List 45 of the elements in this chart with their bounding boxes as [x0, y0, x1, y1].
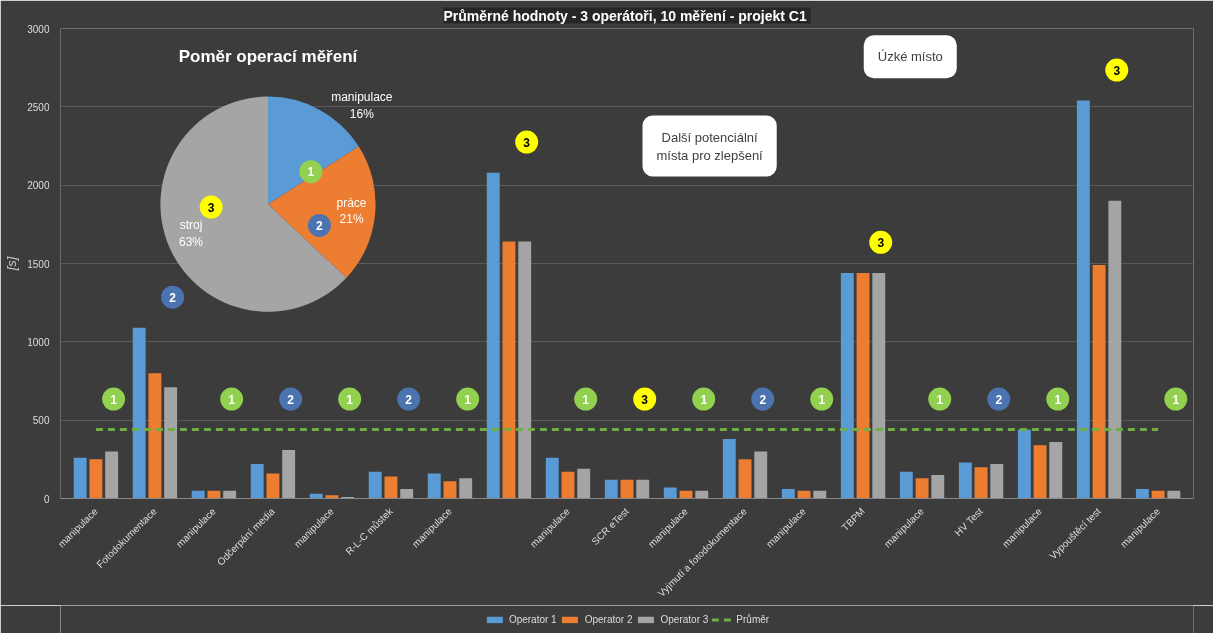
y-tick-label: 500: [32, 415, 50, 427]
legend-label: Operator 3: [660, 613, 709, 625]
annotation: 1: [346, 392, 354, 407]
y-tick-label: 2500: [27, 101, 50, 113]
annotation: 3: [523, 135, 531, 150]
legend-label: Průměr: [736, 613, 770, 625]
annotation: 3: [641, 392, 649, 407]
y-tick-label: 1000: [27, 336, 50, 348]
x-tick-label: HV Test: [952, 505, 985, 539]
data-label: 63%: [178, 234, 204, 249]
y-axis-title: [s]: [4, 256, 20, 272]
annotation: 1: [1054, 392, 1062, 407]
data-label: 21%: [339, 212, 364, 227]
slice-label: stroj: [179, 217, 203, 232]
annotation: 1: [110, 392, 118, 407]
chart-title: Průměrné hodnoty - 3 operátoři, 10 měření - projekt C1: [443, 7, 807, 24]
annotation: 2: [316, 218, 324, 233]
chart-title: Poměr operací měření: [178, 47, 359, 67]
y-tick-label: 2000: [27, 180, 50, 192]
y-tick-label: 1500: [27, 258, 50, 270]
annotation: 3: [207, 200, 215, 215]
annotation: 1: [1172, 392, 1180, 407]
annotation: 1: [582, 392, 590, 407]
annotation: 1: [464, 392, 472, 407]
annotation: 1: [818, 392, 826, 407]
annotation: 3: [877, 235, 885, 250]
annotation: 2: [759, 392, 767, 407]
legend-label: Operator 1: [508, 613, 557, 625]
legend-label: Operator 2: [584, 613, 633, 625]
data-label: 16%: [349, 107, 375, 122]
slice-label: práce: [336, 195, 367, 210]
annotation: 1: [700, 392, 708, 407]
annotation: 2: [405, 392, 413, 407]
y-tick-label: 0: [43, 493, 50, 505]
annotation: 1: [936, 392, 944, 407]
annotation: 2: [169, 290, 177, 305]
annotation: 3: [1113, 63, 1121, 78]
annotation: 1: [228, 392, 236, 407]
annotation: Další potenciální místa pro zlepšení: [656, 129, 764, 163]
annotation: 2: [995, 392, 1003, 407]
annotation: 1: [307, 165, 315, 180]
annotation: 2: [287, 392, 295, 407]
slice-label: manipulace: [331, 90, 393, 105]
annotation: Úzké místo: [877, 49, 943, 65]
y-tick-label: 3000: [27, 23, 50, 35]
